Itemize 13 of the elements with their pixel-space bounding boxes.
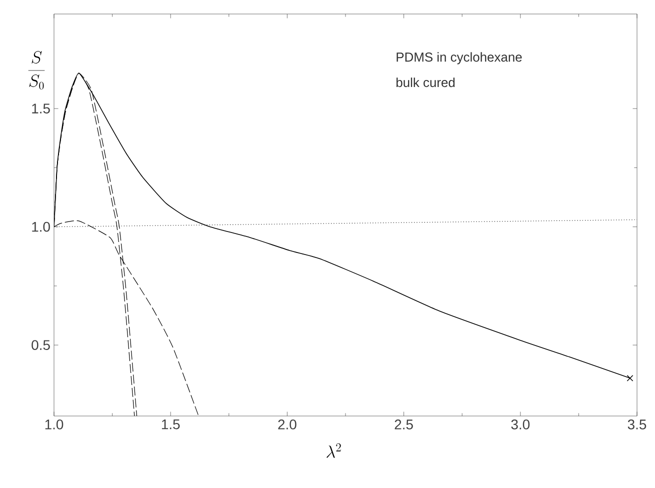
y-tick-label: 0.5 — [32, 340, 50, 350]
annotation: bulk cured — [396, 78, 455, 88]
annotation: PDMS in cyclohexane — [396, 52, 522, 64]
y-tick-label: 1.0 — [32, 222, 50, 232]
y-axis-title: $\frac{S}{S_{0}}$ — [28, 51, 45, 90]
x-tick-label: 2.5 — [394, 420, 413, 430]
x-tick-label: 2.0 — [278, 420, 296, 430]
x-tick-label: 1.0 — [45, 420, 64, 430]
y-tick-label: 1.5 — [32, 104, 50, 114]
x-tick-label: 3.0 — [511, 420, 530, 430]
x-tick-label: 1.5 — [162, 420, 180, 430]
x-tick-label: 3.5 — [628, 420, 646, 430]
x-axis-title: $\lambda^{2}$ — [326, 443, 341, 458]
